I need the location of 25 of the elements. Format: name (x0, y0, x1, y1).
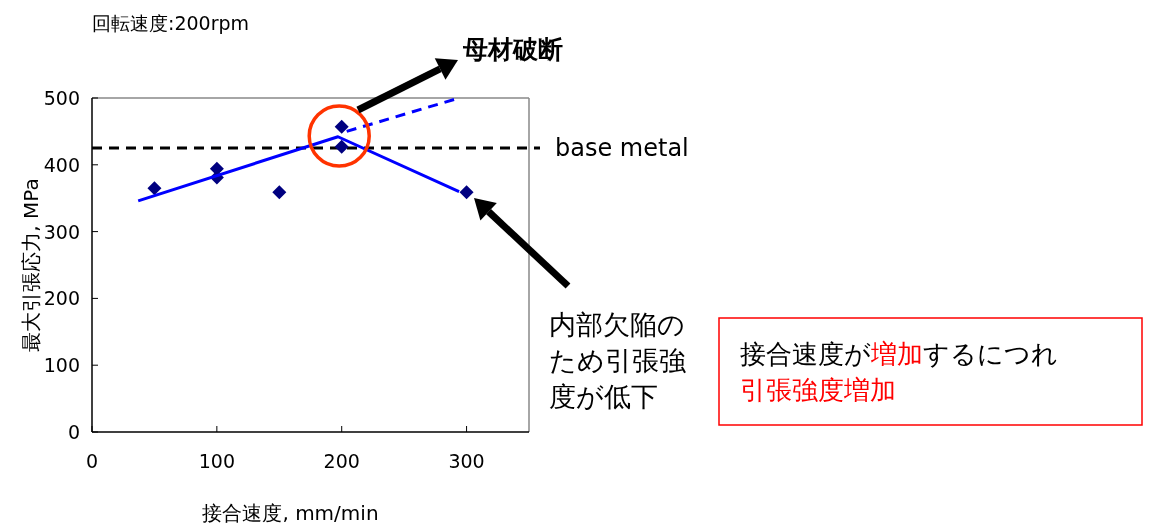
y-axis-title: 最大引張応力, MPa (19, 178, 43, 352)
x-tick-label: 0 (85, 450, 99, 472)
point (334, 119, 349, 134)
x-tick-label: 300 (448, 450, 485, 472)
y-tick-label: 400 (43, 153, 80, 176)
y-tick-label: 100 (43, 354, 80, 377)
point (147, 181, 162, 196)
text: するにつれ (923, 339, 1058, 369)
point (272, 185, 287, 200)
ref-line-label: base metal (555, 134, 689, 163)
text: 母材破断 (462, 35, 563, 64)
text: 増加 (870, 339, 923, 369)
point (459, 185, 474, 200)
text: 内部欠陥のため引張強度が低下 (549, 309, 686, 412)
y-tick-label: 300 (43, 220, 80, 243)
x-tick-label: 100 (198, 450, 235, 472)
point (334, 139, 349, 154)
text: 接合速度が (740, 339, 871, 369)
y-tick-label: 0 (67, 421, 80, 443)
y-tick-label: 200 (43, 287, 80, 310)
text: 回転速度:200rpm (92, 12, 250, 34)
x-axis-title: 接合速度, mm/min (202, 501, 379, 525)
y-tick-label: 500 (43, 87, 80, 109)
text: 引張強度増加 (740, 375, 896, 405)
x-tick-label: 200 (323, 450, 360, 472)
